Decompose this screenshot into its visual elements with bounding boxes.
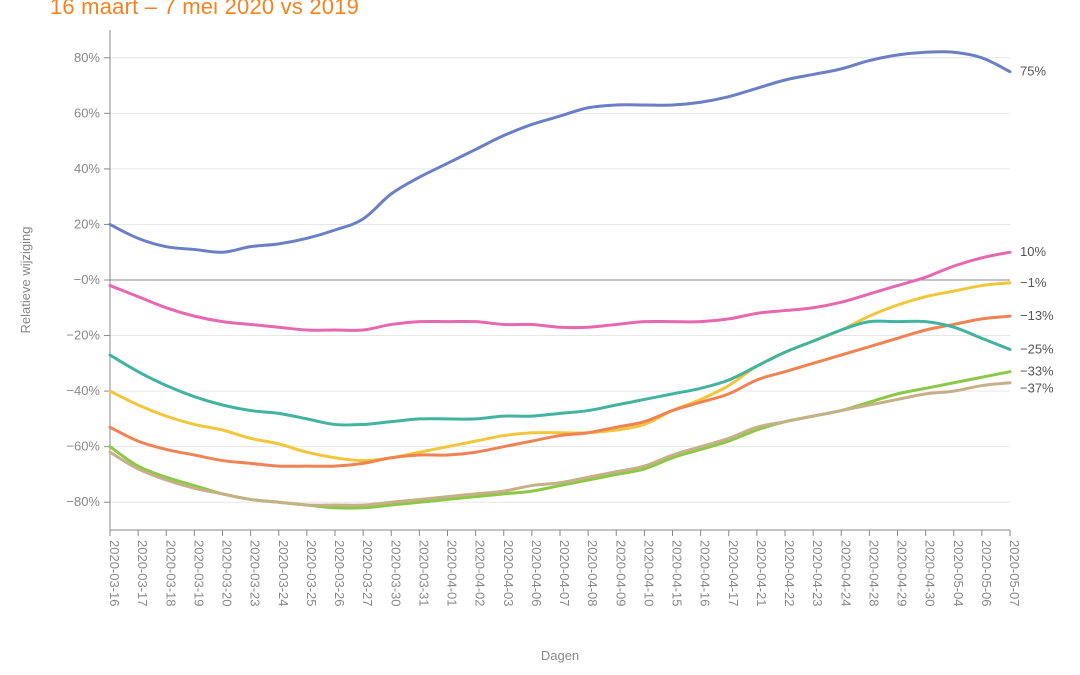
x-tick-label: 2020-03-30 (388, 540, 403, 607)
x-tick-label: 2020-03-23 (248, 540, 263, 607)
x-tick-label: 2020-03-24 (276, 540, 291, 607)
x-tick-label: 2020-03-19 (191, 540, 206, 607)
x-tick-label: 2020-04-30 (923, 540, 938, 607)
x-tick-label: 2020-04-07 (557, 540, 572, 607)
y-tick-label: −40% (66, 383, 100, 398)
x-tick-label: 2020-04-15 (670, 540, 685, 607)
x-tick-label: 2020-04-08 (585, 540, 600, 607)
series-end-label: −25% (1020, 341, 1054, 356)
x-tick-label: 2020-04-21 (754, 540, 769, 607)
x-tick-label: 2020-03-26 (332, 540, 347, 607)
x-tick-label: 2020-04-06 (529, 540, 544, 607)
series-line (110, 283, 1010, 461)
x-tick-label: 2020-04-22 (782, 540, 797, 607)
x-tick-label: 2020-04-17 (726, 540, 741, 607)
series-end-label: −1% (1020, 275, 1047, 290)
x-tick-label: 2020-04-01 (445, 540, 460, 607)
x-tick-label: 2020-03-31 (416, 540, 431, 607)
y-axis-label: Relatieve wijziging (18, 227, 33, 334)
x-tick-label: 2020-04-23 (810, 540, 825, 607)
chart-container: 16 maart – 7 mei 2020 vs 2019 −80% −60% −4… (0, 0, 1080, 675)
x-tick-label: 2020-04-24 (838, 540, 853, 607)
x-tick-label: 2020-04-03 (501, 540, 516, 607)
series-line (110, 372, 1010, 508)
x-tick-label: 2020-04-28 (866, 540, 881, 607)
chart-title: 16 maart – 7 mei 2020 vs 2019 (50, 0, 359, 20)
y-tick-label: −60% (66, 439, 100, 454)
x-tick-label: 2020-04-09 (613, 540, 628, 607)
x-tick-label: 2020-03-25 (304, 540, 319, 607)
series-end-label: 75% (1020, 64, 1046, 79)
series-end-label: −37% (1020, 381, 1054, 396)
series-line (110, 252, 1010, 330)
series-end-label: −13% (1020, 308, 1054, 323)
x-tick-label: 2020-05-04 (951, 540, 966, 607)
x-tick-label: 2020-05-06 (979, 540, 994, 607)
x-tick-label: 2020-03-18 (163, 540, 178, 607)
series-line (110, 321, 1010, 425)
x-tick-label: 2020-05-07 (1007, 540, 1022, 607)
x-tick-label: 2020-03-27 (360, 540, 375, 607)
y-tick-label: −80% (66, 494, 100, 509)
x-tick-label: 2020-03-16 (107, 540, 122, 607)
x-tick-label: 2020-04-10 (641, 540, 656, 607)
line-chart: −80% −60% −40% −20% −0% 20% 40% 60% 80% 2020-03-1… (0, 0, 1080, 675)
y-tick-label: 80% (74, 50, 100, 65)
x-tick-label: 2020-04-29 (895, 540, 910, 607)
y-tick-label: 20% (74, 216, 100, 231)
series-line (110, 52, 1010, 253)
x-axis-label: Dagen (541, 648, 579, 663)
series-end-label: 10% (1020, 244, 1046, 259)
y-tick-label: 40% (74, 161, 100, 176)
x-tick-label: 2020-03-17 (135, 540, 150, 607)
y-tick-label: −20% (66, 328, 100, 343)
x-tick-label: 2020-04-16 (698, 540, 713, 607)
x-tick-label: 2020-03-20 (220, 540, 235, 607)
x-tick-label: 2020-04-02 (473, 540, 488, 607)
y-tick-label: 60% (74, 105, 100, 120)
series-end-label: −33% (1020, 364, 1054, 379)
y-tick-label: −0% (74, 272, 101, 287)
